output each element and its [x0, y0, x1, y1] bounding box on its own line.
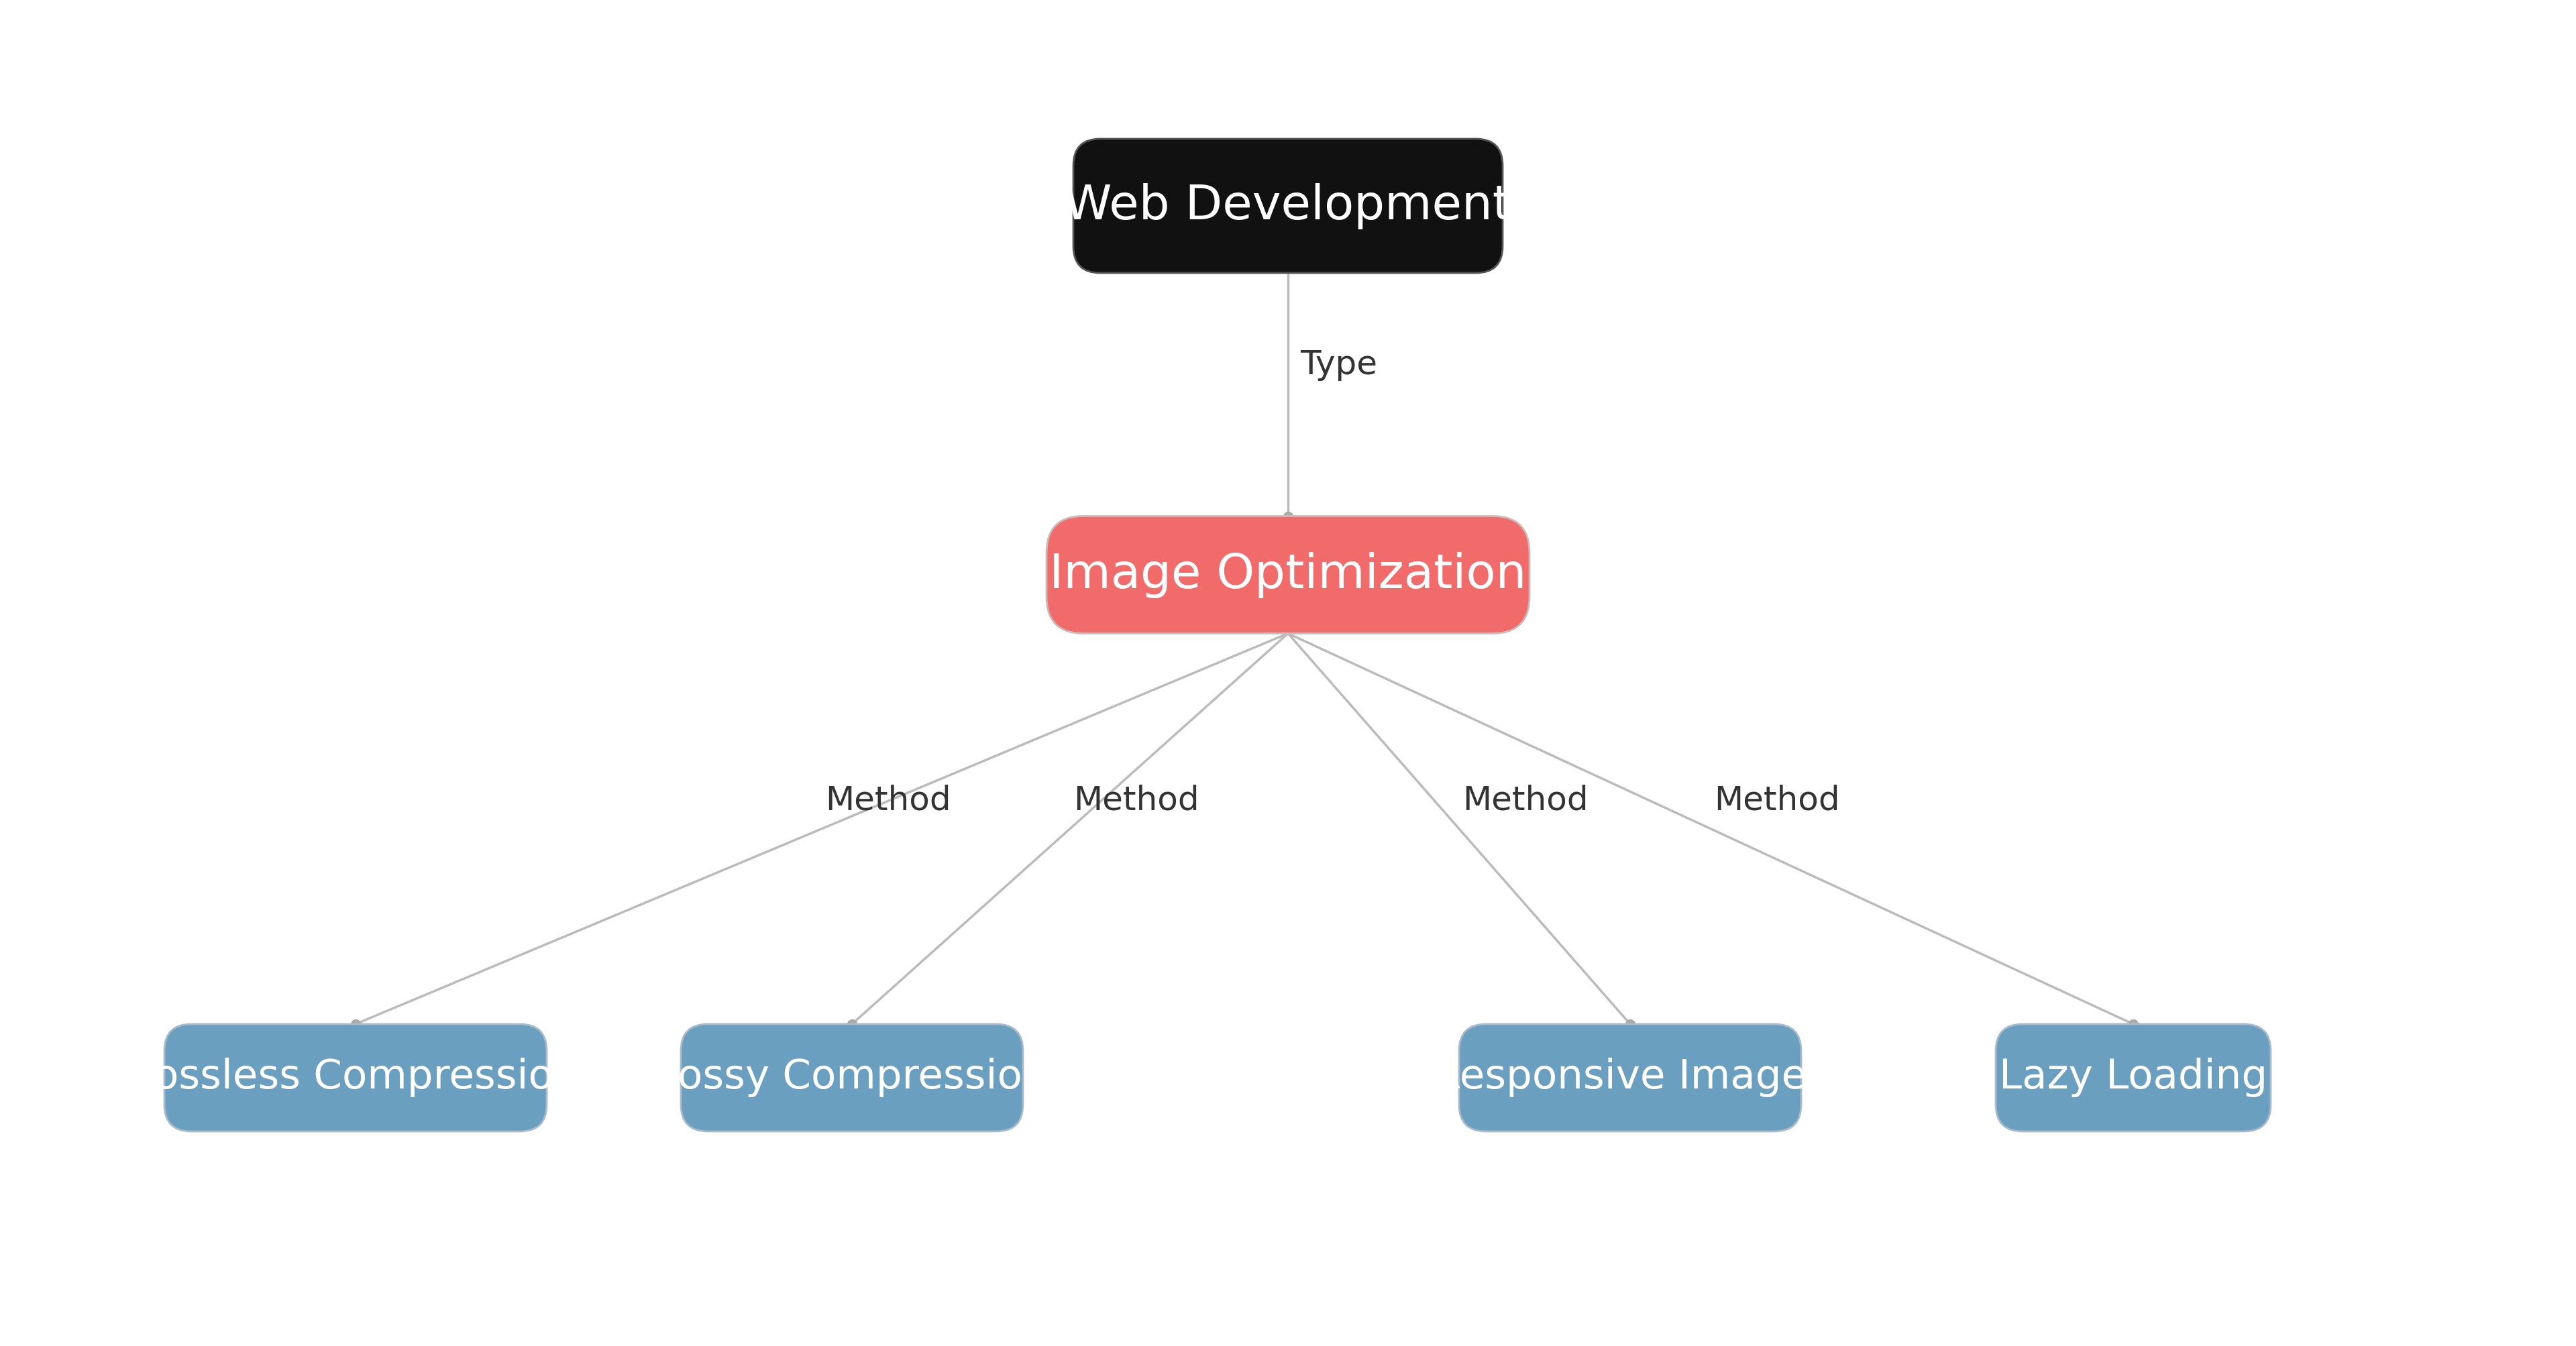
FancyBboxPatch shape — [165, 1024, 546, 1132]
Text: Type: Type — [1301, 349, 1378, 381]
Text: Method: Method — [824, 785, 951, 817]
FancyBboxPatch shape — [680, 1024, 1023, 1132]
FancyBboxPatch shape — [1074, 139, 1502, 273]
Text: Responsive Images: Responsive Images — [1432, 1058, 1826, 1097]
FancyBboxPatch shape — [1996, 1024, 2272, 1132]
Text: Lazy Loading: Lazy Loading — [1999, 1058, 2267, 1097]
Text: Method: Method — [1463, 785, 1589, 817]
Text: Lossless Compression: Lossless Compression — [131, 1058, 580, 1097]
FancyBboxPatch shape — [1046, 516, 1530, 634]
Text: Web Development: Web Development — [1064, 183, 1512, 229]
Text: Method: Method — [1074, 785, 1200, 817]
FancyBboxPatch shape — [1458, 1024, 1801, 1132]
Text: Lossy Compression: Lossy Compression — [654, 1058, 1048, 1097]
Text: Method: Method — [1713, 785, 1839, 817]
Text: Image Optimization: Image Optimization — [1048, 552, 1528, 598]
